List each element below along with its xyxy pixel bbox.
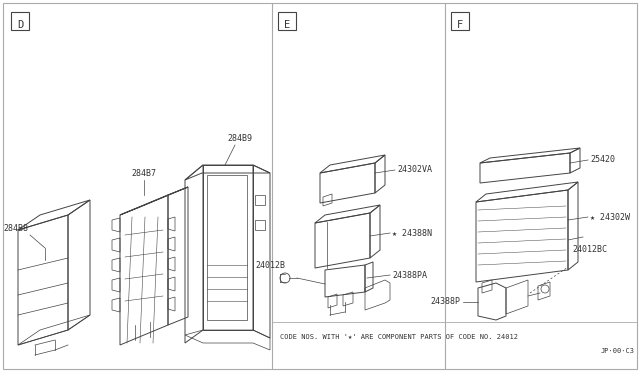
Text: CODE NOS. WITH '★' ARE COMPONENT PARTS OF CODE NO. 24012: CODE NOS. WITH '★' ARE COMPONENT PARTS O… bbox=[280, 334, 518, 340]
Text: 25420: 25420 bbox=[590, 155, 615, 164]
Text: 284B7: 284B7 bbox=[131, 169, 157, 178]
Text: D: D bbox=[17, 20, 23, 30]
Text: JP·00·C3: JP·00·C3 bbox=[601, 348, 635, 354]
Text: 24388P: 24388P bbox=[430, 298, 460, 307]
Bar bbox=[255, 195, 265, 205]
Text: 24012B: 24012B bbox=[255, 261, 285, 270]
Bar bbox=[255, 220, 265, 230]
Bar bbox=[11, 12, 29, 30]
Text: ★ 24302W: ★ 24302W bbox=[590, 212, 630, 221]
Text: 24302VA: 24302VA bbox=[397, 166, 432, 174]
Bar bbox=[451, 12, 469, 30]
Text: F: F bbox=[457, 20, 463, 30]
Text: 24012BC: 24012BC bbox=[572, 246, 607, 254]
Text: 284B9: 284B9 bbox=[227, 134, 253, 143]
Text: ★ 24388N: ★ 24388N bbox=[392, 228, 432, 237]
Text: E: E bbox=[284, 20, 290, 30]
Text: 24388PA: 24388PA bbox=[392, 270, 427, 279]
Text: 284B8: 284B8 bbox=[3, 224, 28, 233]
Bar bbox=[278, 12, 296, 30]
